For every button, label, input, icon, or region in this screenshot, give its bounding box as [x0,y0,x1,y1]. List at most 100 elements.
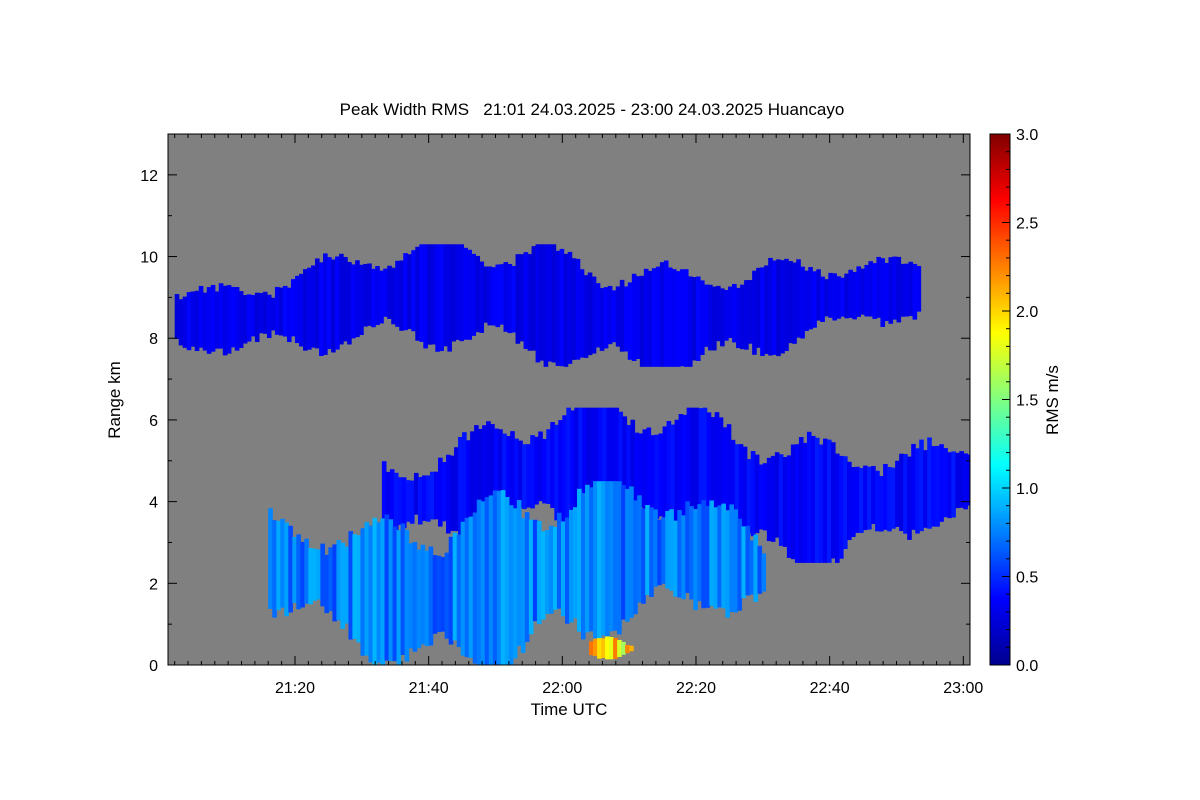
echo-column [847,461,852,541]
echo-column [710,417,716,563]
echo-column [617,639,622,658]
echo-column [699,280,705,356]
echo-column [468,516,474,658]
echo-column [186,292,192,351]
y-tick-label: 0 [149,658,158,675]
echo-column [622,416,628,520]
echo-column [702,407,708,561]
echo-column [675,271,681,367]
echo-column [355,260,360,338]
echo-column [605,636,610,660]
x-tick-label: 23:00 [943,680,983,697]
echo-column [657,519,662,586]
echo-column [704,284,709,347]
echo-column [327,257,332,350]
echo-column [828,272,833,318]
echo-column [395,260,400,327]
echo-column [428,546,434,646]
echo-column [597,481,602,642]
echo-column [226,285,232,354]
echo-column [840,277,845,317]
echo-column [737,518,743,611]
echo-column [452,532,458,641]
echo-column [579,269,585,358]
echo-column [555,250,561,366]
echo-column [250,295,256,337]
echo-column [268,508,273,609]
echo-column [822,438,828,563]
x-tick-label: 22:40 [810,680,850,697]
echo-column [748,280,753,344]
echo-column [927,437,932,529]
echo-column [363,263,368,327]
echo-column [543,244,549,367]
echo-column [238,291,244,348]
echo-column [757,545,763,594]
echo-column [458,436,463,539]
echo-column [352,534,358,639]
echo-column [474,425,479,538]
echo-column [464,517,470,658]
echo-column [409,480,415,524]
echo-column [626,424,632,523]
echo-column [939,444,944,522]
echo-column [812,271,817,328]
echo-column [638,433,644,508]
echo-column [667,267,673,367]
echo-column [742,446,748,545]
echo-column [674,419,680,538]
echo-column [752,270,757,355]
echo-column [523,252,529,349]
echo-column [627,282,633,360]
echo-column [490,424,495,533]
echo-column [677,510,682,598]
echo-column [772,260,777,355]
echo-column [756,267,761,348]
echo-column [471,253,477,336]
echo-column [903,454,908,534]
echo-column [621,641,626,655]
echo-column [800,266,805,339]
echo-column [868,261,874,317]
echo-column [467,249,473,340]
x-tick-label: 22:00 [542,680,582,697]
echo-column [274,286,280,335]
echo-column [558,420,563,522]
echo-column [967,454,970,506]
echo-column [908,261,914,317]
echo-column [442,462,447,522]
echo-column [296,534,301,610]
echo-column [300,541,305,608]
echo-column [630,419,636,520]
echo-column [810,435,816,563]
echo-column [745,525,751,596]
echo-column [190,291,196,347]
echo-column [824,279,829,317]
echo-column [571,258,577,360]
echo-column [546,429,551,504]
echo-column [564,517,570,624]
echo-column [286,287,292,343]
echo-column [736,287,741,349]
echo-column [593,481,598,643]
echo-column [454,447,459,532]
echo-column [379,270,384,324]
echo-column [535,244,541,363]
echo-column [400,523,406,655]
echo-column [713,507,718,609]
echo-column [455,244,460,340]
echo-column [385,471,391,531]
echo-column [698,408,704,557]
echo-column [435,244,440,352]
colorbar-tick-label: 1.5 [1016,393,1038,410]
echo-column [446,454,451,534]
echo-column [695,276,701,361]
echo-column [519,254,525,342]
echo-column [603,287,609,349]
echo-column [678,414,684,545]
echo-column [915,448,920,534]
echo-column [904,263,910,317]
echo-column [606,407,612,540]
echo-column [691,277,697,361]
